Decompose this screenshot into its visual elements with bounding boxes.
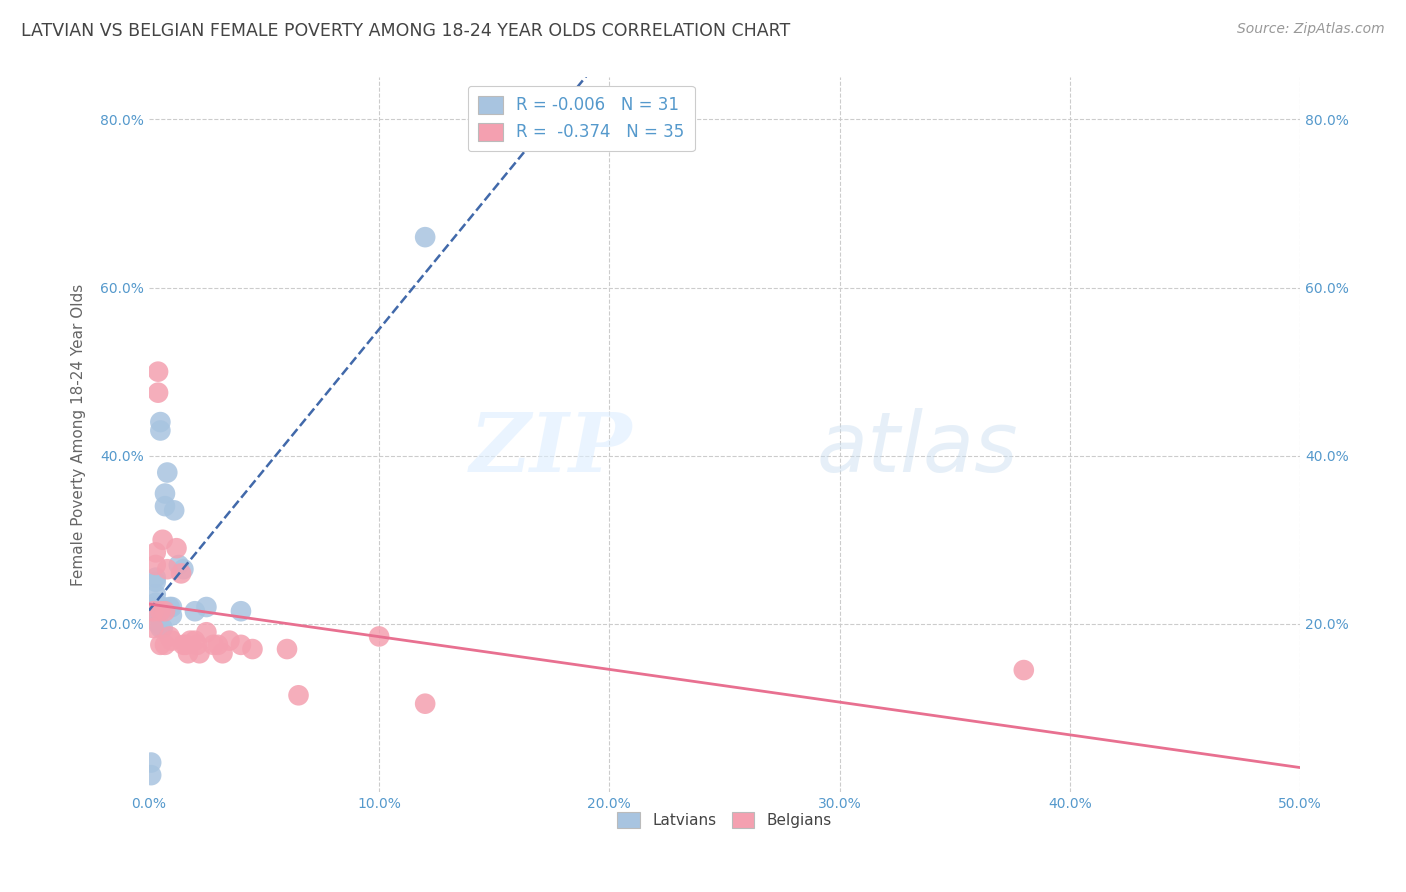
Point [172, 562, 194, 576]
Text: ZIP: ZIP [470, 409, 633, 489]
Text: atlas: atlas [817, 409, 1018, 490]
Point [142, 604, 165, 618]
Point [153, 499, 176, 513]
Point [276, 642, 298, 657]
Point [156, 562, 179, 576]
Point [146, 365, 169, 379]
Point [184, 633, 207, 648]
Point [413, 697, 436, 711]
Point [146, 604, 169, 618]
Point [174, 638, 197, 652]
Point [142, 621, 165, 635]
Point [149, 604, 172, 618]
Point [229, 638, 252, 652]
Point [160, 600, 183, 615]
Point [287, 688, 309, 702]
Point [1012, 663, 1035, 677]
Point [195, 625, 218, 640]
Point [166, 541, 188, 556]
Point [146, 608, 169, 623]
Point [184, 604, 207, 618]
Point [156, 466, 179, 480]
Point [242, 642, 264, 657]
Point [145, 574, 167, 589]
Point [186, 638, 208, 652]
Point [149, 604, 172, 618]
Point [195, 600, 218, 615]
Text: Source: ZipAtlas.com: Source: ZipAtlas.com [1237, 22, 1385, 37]
Point [160, 633, 183, 648]
Point [413, 230, 436, 244]
Point [229, 604, 252, 618]
Text: LATVIAN VS BELGIAN FEMALE POVERTY AMONG 18-24 YEAR OLDS CORRELATION CHART: LATVIAN VS BELGIAN FEMALE POVERTY AMONG … [21, 22, 790, 40]
Point [145, 596, 167, 610]
Point [179, 633, 201, 648]
Point [141, 756, 163, 770]
Point [202, 638, 225, 652]
Point [145, 545, 167, 559]
Point [153, 604, 176, 618]
Point [207, 638, 229, 652]
Point [153, 486, 176, 500]
Point [177, 646, 200, 660]
Point [163, 503, 186, 517]
Point [368, 630, 391, 644]
Point [149, 638, 172, 652]
Point [172, 638, 194, 652]
Legend: Latvians, Belgians: Latvians, Belgians [610, 805, 838, 834]
Point [149, 424, 172, 438]
Point [153, 638, 176, 652]
Point [152, 600, 174, 615]
Point [160, 608, 183, 623]
Point [167, 558, 190, 572]
Y-axis label: Female Poverty Among 18-24 Year Olds: Female Poverty Among 18-24 Year Olds [72, 284, 86, 586]
Point [159, 600, 181, 615]
Point [211, 646, 233, 660]
Point [142, 600, 165, 615]
Point [149, 621, 172, 635]
Point [146, 385, 169, 400]
Point [146, 616, 169, 631]
Point [159, 630, 181, 644]
Point [170, 566, 193, 581]
Point [145, 587, 167, 601]
Point [188, 646, 211, 660]
Point [218, 633, 240, 648]
Point [145, 571, 167, 585]
Point [152, 533, 174, 547]
Point [145, 558, 167, 572]
Point [149, 415, 172, 429]
Point [152, 621, 174, 635]
Point [141, 768, 163, 782]
Point [146, 600, 169, 615]
Point [142, 604, 165, 618]
